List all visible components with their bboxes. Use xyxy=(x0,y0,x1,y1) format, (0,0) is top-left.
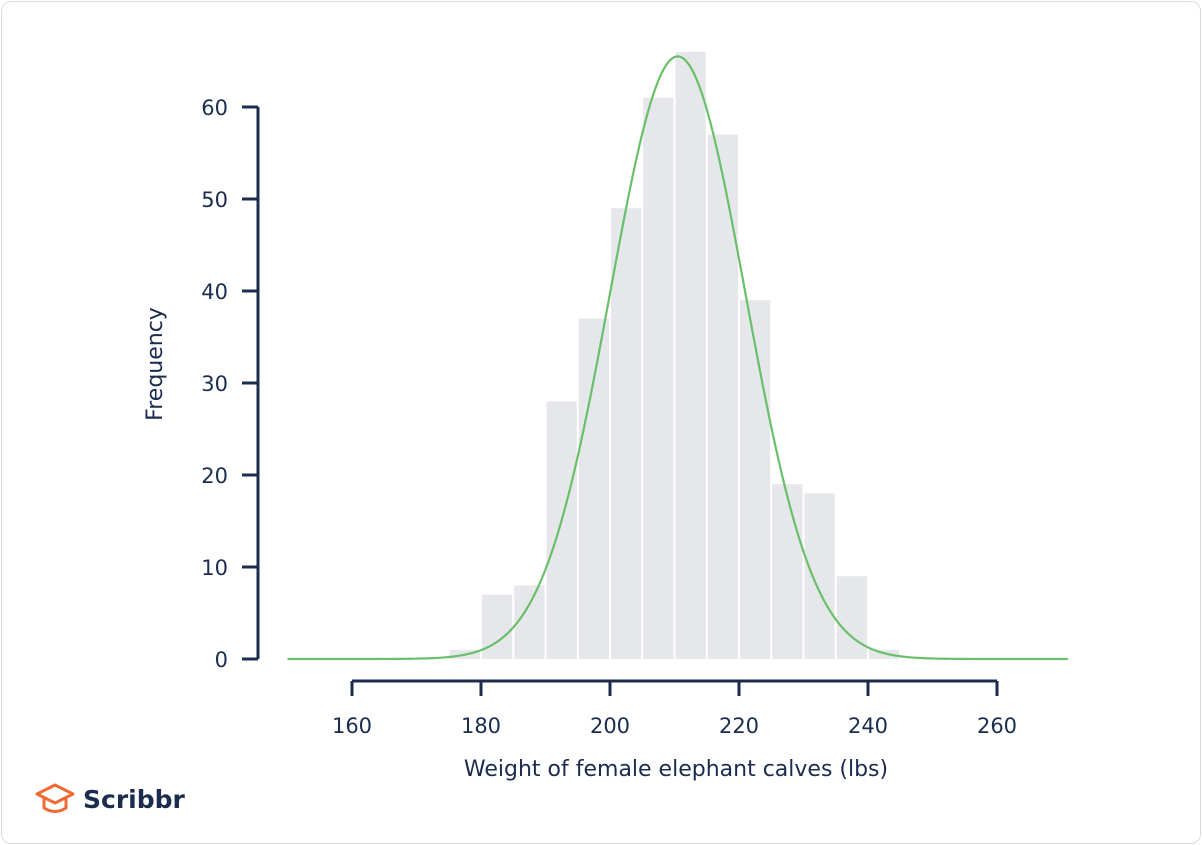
histogram-bar xyxy=(514,585,545,659)
y-tick-label: 20 xyxy=(201,464,228,488)
x-axis-title: Weight of female elephant calves (lbs) xyxy=(464,757,888,782)
histogram-bar xyxy=(772,484,803,659)
histogram-bar xyxy=(482,594,513,659)
histogram-bar xyxy=(836,576,867,659)
histogram-bar xyxy=(546,401,577,659)
y-tick-label: 10 xyxy=(201,556,228,580)
histogram-bar xyxy=(578,318,609,659)
histogram-bar xyxy=(643,97,674,660)
x-tick-label: 160 xyxy=(332,714,372,738)
y-tick-label: 60 xyxy=(201,96,228,120)
x-tick-label: 200 xyxy=(590,714,630,738)
normal-curve xyxy=(287,55,1068,661)
y-tick-label: 0 xyxy=(215,648,228,672)
histogram-bar xyxy=(611,208,642,659)
x-tick-label: 220 xyxy=(719,714,759,738)
histogram-bar xyxy=(675,51,706,660)
x-tick-label: 240 xyxy=(848,714,888,738)
y-tick-label: 40 xyxy=(201,280,228,304)
brand-name: Scribbr xyxy=(83,785,186,814)
histogram-bar xyxy=(804,493,835,659)
y-tick-label: 30 xyxy=(201,372,228,396)
y-tick-label: 50 xyxy=(201,188,228,212)
x-tick-label: 260 xyxy=(977,714,1017,738)
histogram-bar xyxy=(869,649,900,659)
scribbr-logo: Scribbr xyxy=(35,783,186,814)
y-axis-title: Frequency xyxy=(143,307,168,421)
graduation-cap-icon xyxy=(35,783,75,813)
histogram-bar xyxy=(707,134,738,660)
histogram-bar xyxy=(740,300,771,659)
x-tick-label: 180 xyxy=(461,714,501,738)
